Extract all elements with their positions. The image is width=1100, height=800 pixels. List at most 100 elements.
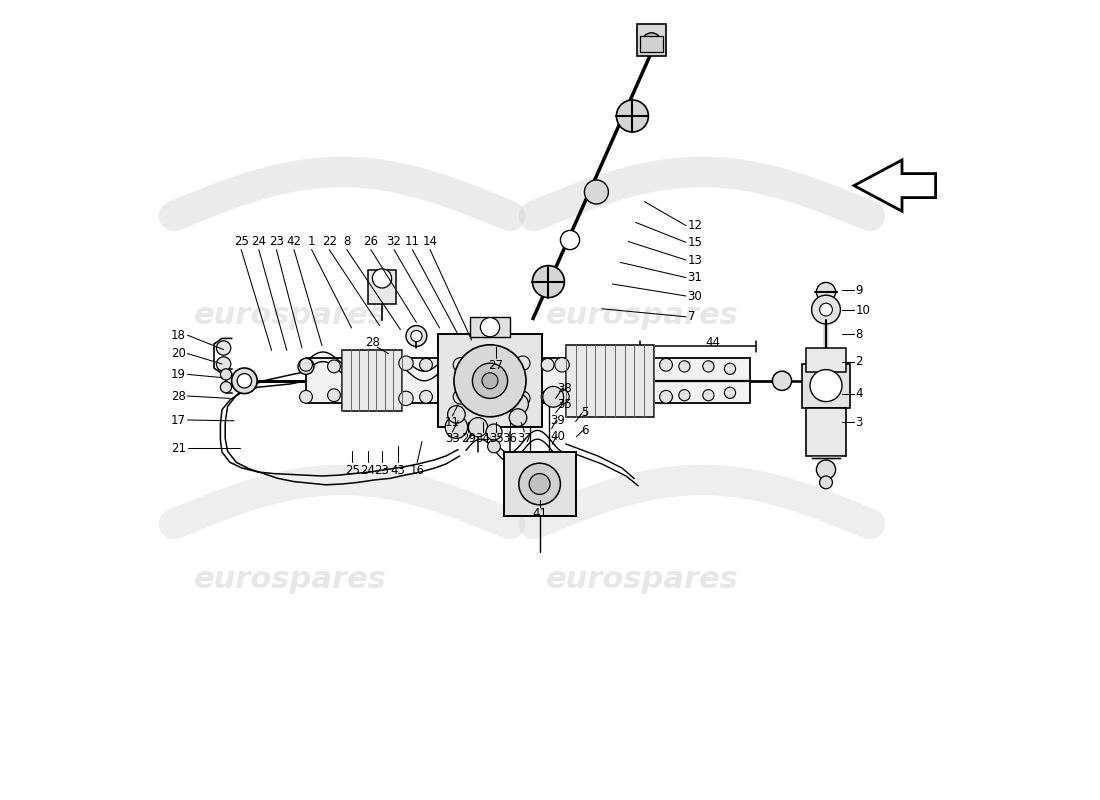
Bar bbox=[438, 334, 542, 427]
Circle shape bbox=[419, 390, 432, 403]
Text: 10: 10 bbox=[856, 304, 870, 317]
Bar bbox=[504, 452, 575, 516]
Bar bbox=[306, 358, 750, 403]
Circle shape bbox=[299, 390, 312, 403]
Circle shape bbox=[232, 368, 257, 394]
Circle shape bbox=[507, 394, 528, 414]
Text: 20: 20 bbox=[172, 347, 186, 360]
Circle shape bbox=[532, 266, 564, 298]
Circle shape bbox=[399, 391, 414, 406]
Text: 2: 2 bbox=[856, 355, 864, 368]
Circle shape bbox=[679, 390, 690, 401]
Circle shape bbox=[516, 356, 530, 370]
Text: 25: 25 bbox=[345, 464, 360, 477]
Text: 28: 28 bbox=[172, 390, 186, 402]
Bar bbox=[342, 350, 402, 411]
Circle shape bbox=[487, 440, 500, 453]
Bar bbox=[806, 408, 846, 456]
Text: 27: 27 bbox=[488, 359, 503, 372]
Text: 40: 40 bbox=[551, 430, 565, 442]
Circle shape bbox=[812, 295, 840, 324]
Circle shape bbox=[703, 390, 714, 401]
Text: 34: 34 bbox=[475, 432, 491, 445]
Circle shape bbox=[373, 269, 392, 288]
Circle shape bbox=[816, 282, 836, 302]
Text: 39: 39 bbox=[551, 414, 565, 426]
Circle shape bbox=[448, 406, 465, 423]
Circle shape bbox=[238, 374, 252, 388]
Text: 25: 25 bbox=[234, 235, 249, 248]
Text: 36: 36 bbox=[503, 432, 517, 445]
Text: 42: 42 bbox=[286, 235, 301, 248]
Circle shape bbox=[516, 391, 530, 406]
Circle shape bbox=[328, 360, 340, 373]
Text: 28: 28 bbox=[365, 336, 380, 349]
Circle shape bbox=[560, 230, 580, 250]
Circle shape bbox=[554, 390, 569, 404]
Text: 23: 23 bbox=[375, 464, 389, 477]
Text: 35: 35 bbox=[557, 398, 572, 410]
Text: 13: 13 bbox=[688, 254, 703, 266]
Circle shape bbox=[220, 369, 232, 380]
Text: 29: 29 bbox=[461, 432, 476, 445]
Text: 7: 7 bbox=[688, 310, 695, 323]
Text: 23: 23 bbox=[270, 235, 284, 248]
Circle shape bbox=[554, 358, 569, 372]
Text: 8: 8 bbox=[856, 328, 864, 341]
Circle shape bbox=[406, 326, 427, 346]
Circle shape bbox=[419, 358, 432, 371]
Circle shape bbox=[446, 416, 468, 438]
Circle shape bbox=[410, 330, 422, 342]
Circle shape bbox=[772, 371, 792, 390]
Bar bbox=[637, 24, 666, 56]
Text: eurospares: eurospares bbox=[194, 302, 386, 330]
Text: 32: 32 bbox=[386, 235, 402, 248]
Circle shape bbox=[453, 358, 468, 372]
Text: 17: 17 bbox=[170, 414, 186, 426]
Circle shape bbox=[454, 345, 526, 417]
Bar bbox=[566, 345, 654, 417]
Text: 41: 41 bbox=[532, 507, 547, 520]
Circle shape bbox=[399, 356, 414, 370]
Text: 26: 26 bbox=[363, 235, 378, 248]
Circle shape bbox=[541, 390, 554, 403]
Circle shape bbox=[616, 100, 648, 132]
Bar bbox=[806, 348, 846, 372]
Text: 3: 3 bbox=[856, 416, 864, 429]
Circle shape bbox=[725, 363, 736, 374]
Circle shape bbox=[486, 424, 502, 440]
Circle shape bbox=[472, 363, 507, 398]
Text: 33: 33 bbox=[446, 432, 460, 445]
Text: 38: 38 bbox=[557, 382, 572, 394]
Circle shape bbox=[642, 33, 661, 52]
Bar bbox=[367, 270, 396, 304]
Text: 11: 11 bbox=[405, 235, 420, 248]
Text: 18: 18 bbox=[172, 329, 186, 342]
Circle shape bbox=[816, 460, 836, 479]
Circle shape bbox=[509, 409, 527, 426]
Circle shape bbox=[298, 358, 314, 374]
Text: 19: 19 bbox=[170, 368, 186, 381]
Circle shape bbox=[217, 357, 231, 371]
Text: 31: 31 bbox=[688, 271, 703, 284]
Circle shape bbox=[810, 370, 842, 402]
Circle shape bbox=[703, 361, 714, 372]
Text: 21: 21 bbox=[170, 442, 186, 454]
Text: eurospares: eurospares bbox=[546, 566, 738, 594]
Circle shape bbox=[541, 358, 554, 371]
Text: 24: 24 bbox=[251, 235, 266, 248]
Text: 30: 30 bbox=[688, 290, 703, 302]
Text: 4: 4 bbox=[856, 387, 864, 400]
Circle shape bbox=[820, 476, 833, 489]
Circle shape bbox=[220, 382, 232, 393]
Circle shape bbox=[217, 341, 231, 355]
Bar bbox=[470, 317, 510, 337]
Circle shape bbox=[519, 463, 560, 505]
Bar bbox=[640, 36, 663, 52]
Text: 11: 11 bbox=[444, 416, 460, 429]
Circle shape bbox=[660, 358, 672, 371]
Circle shape bbox=[725, 387, 736, 398]
Text: 15: 15 bbox=[688, 236, 703, 249]
Text: 22: 22 bbox=[321, 235, 337, 248]
Text: eurospares: eurospares bbox=[546, 302, 738, 330]
